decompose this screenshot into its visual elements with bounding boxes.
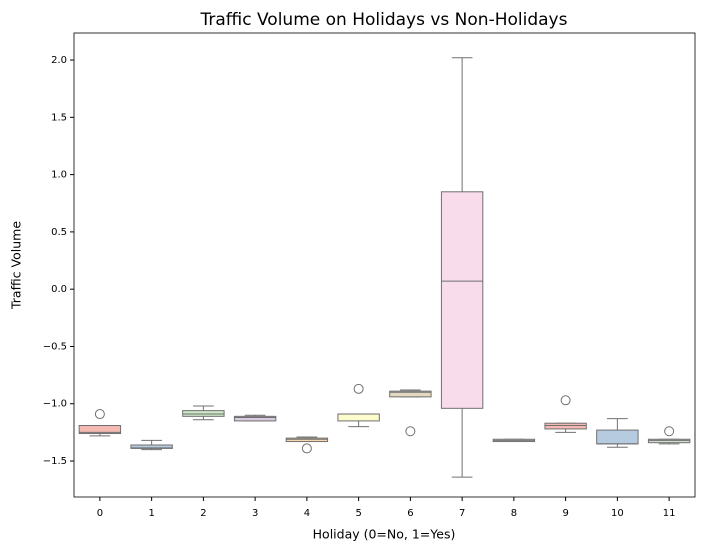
- box: [233, 415, 277, 422]
- x-tick-label: 8: [511, 508, 517, 519]
- y-tick-label: 1.0: [51, 170, 67, 181]
- x-tick-label: 11: [663, 508, 676, 519]
- plot-frame: [73, 32, 696, 498]
- y-tick-label: 0.5: [51, 227, 67, 238]
- box: [78, 425, 122, 435]
- x-tick-label: 3: [252, 508, 258, 519]
- box: [440, 191, 484, 409]
- box: [647, 438, 691, 444]
- y-tick-label: −1.5: [43, 456, 67, 467]
- box: [544, 422, 587, 430]
- x-axis-label: Holiday (0=No, 1=Yes): [313, 527, 456, 542]
- box: [389, 390, 432, 398]
- x-tick-label: 6: [407, 508, 413, 519]
- y-tick-label: 2.0: [51, 55, 67, 66]
- outlier: [94, 409, 105, 420]
- x-tick-label: 1: [148, 508, 154, 519]
- x-tick-label: 7: [459, 508, 465, 519]
- outlier: [560, 395, 571, 406]
- x-tick-label: 2: [200, 508, 206, 519]
- x-tick-label: 5: [355, 508, 361, 519]
- y-tick-label: −0.5: [43, 341, 67, 352]
- x-tick-label: 0: [97, 508, 103, 519]
- outlier: [301, 443, 312, 454]
- box: [337, 413, 380, 422]
- outlier: [664, 426, 675, 437]
- outlier: [353, 383, 364, 394]
- box: [130, 444, 173, 449]
- x-tick-label: 9: [562, 508, 568, 519]
- y-axis-label: Traffic Volume: [9, 221, 24, 310]
- y-tick-label: 1.5: [51, 112, 67, 123]
- box: [182, 410, 225, 417]
- chart-title: Traffic Volume on Holidays vs Non-Holida…: [200, 10, 568, 30]
- y-tick-label: −1.0: [43, 399, 67, 410]
- box: [285, 437, 329, 443]
- x-tick-label: 10: [611, 508, 624, 519]
- box: [596, 429, 639, 445]
- x-tick-label: 4: [304, 508, 310, 519]
- outlier: [405, 426, 416, 437]
- y-tick-label: 0.0: [51, 284, 67, 295]
